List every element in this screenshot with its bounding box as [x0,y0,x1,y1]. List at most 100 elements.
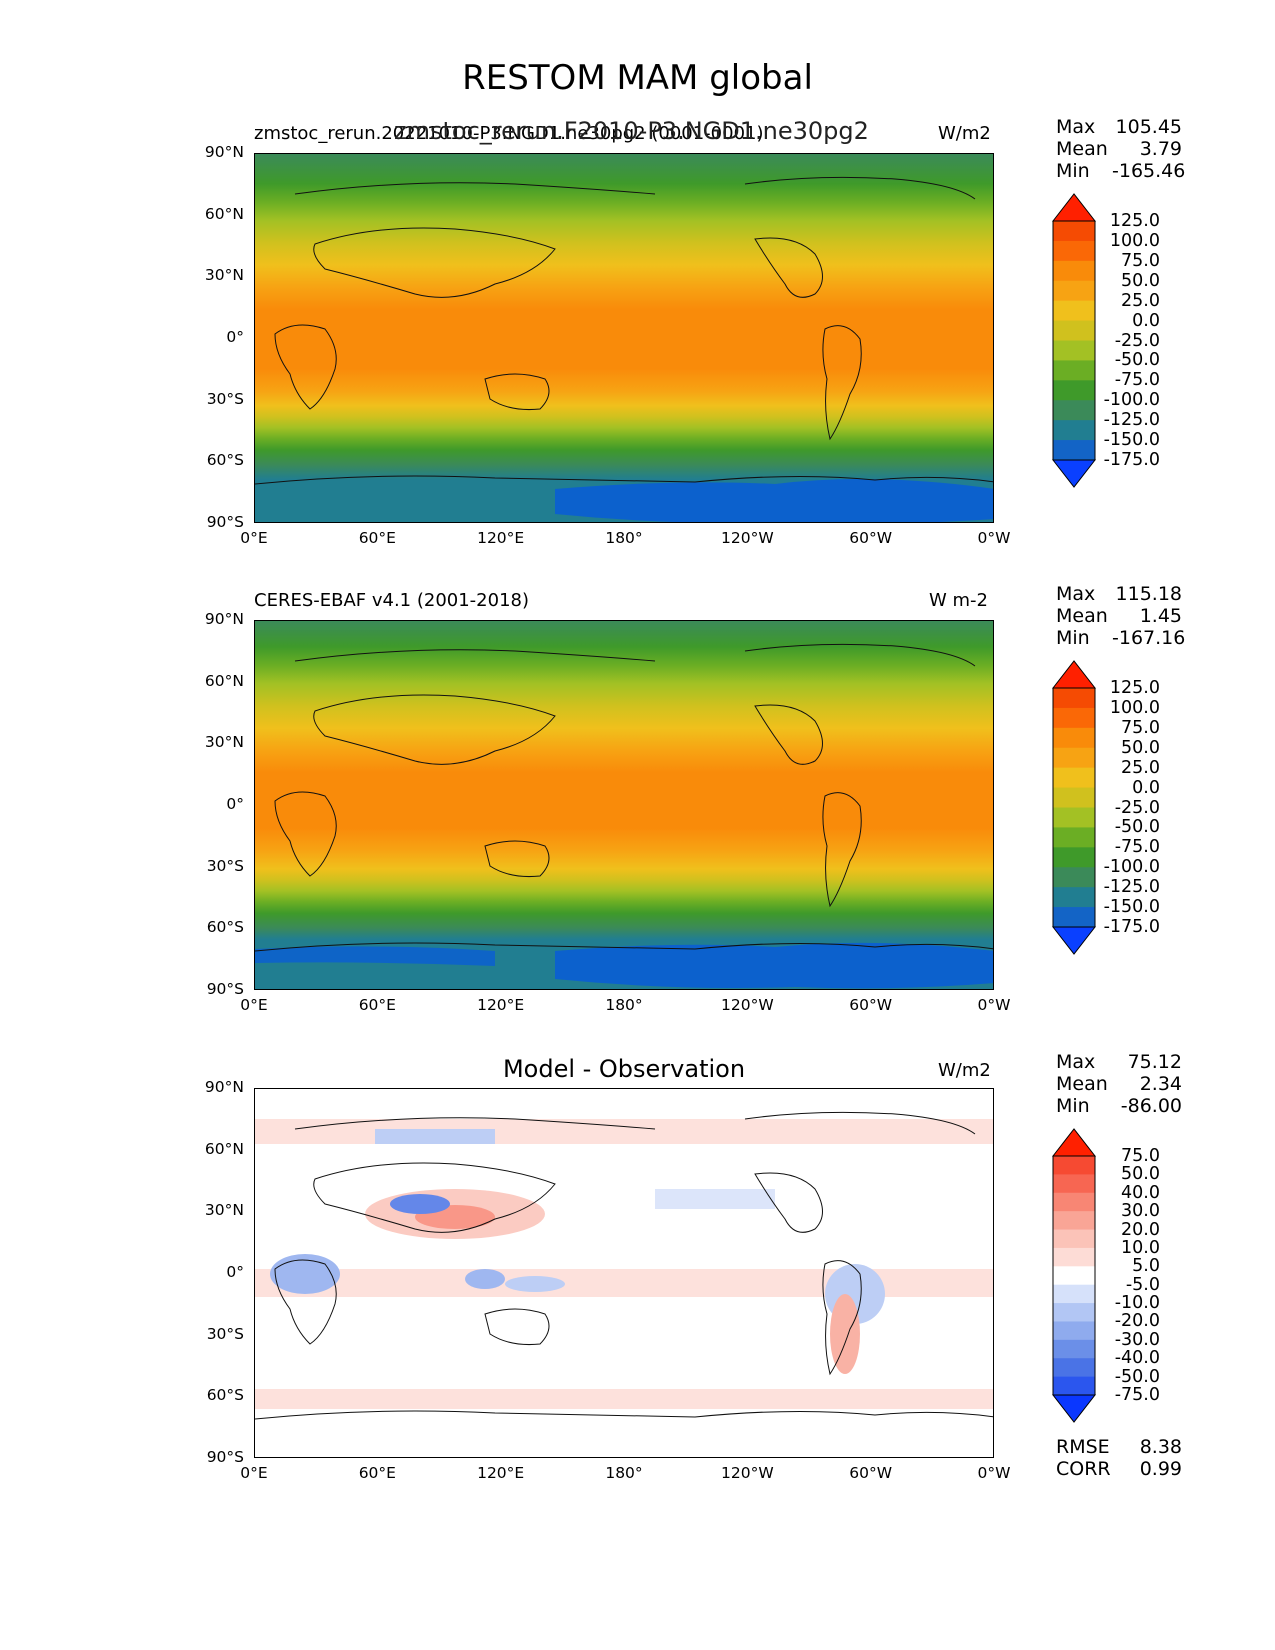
lon-tick-label: 180° [605,1464,643,1482]
colorbar-tick-label: 0.0 [1132,310,1160,331]
colorbar-tick-label: 50.0 [1121,270,1160,291]
panel-2-max-label: Max [1056,583,1096,605]
coastlines [255,1111,993,1420]
colorbar-tick-label: -30.0 [1114,1329,1160,1350]
colorbar-segment [1053,688,1095,709]
lon-tick-label: 60°E [358,529,396,547]
panel-2-mean-label: Mean [1056,605,1108,627]
colorbar-frame [1052,687,1096,928]
lat-tick-label: 30°S [206,389,244,408]
lat-tick-label: 60°S [206,918,244,937]
colorbar-segment [1053,727,1095,749]
colorbar-segment [1053,340,1095,361]
colorbar-segment [1053,400,1095,421]
colorbar-segment [1053,1211,1095,1231]
coastlines [255,176,993,485]
colorbar-tick-label: -125.0 [1103,877,1160,898]
lat-tick-label: 30°S [206,856,244,875]
colorbar-segment [1053,440,1095,461]
panel-1-map [254,153,994,523]
colorbar-segment [1053,887,1095,908]
colorbar-tick-label: 75.0 [1121,717,1160,738]
panel-1-heatmap [255,154,993,522]
panel-3-mean-value: 2.34 [1139,1073,1182,1095]
lat-tick-label: 60°S [206,1386,244,1405]
colorbar-segment [1053,1358,1095,1378]
colorbar-segment [1053,280,1095,302]
lon-tick-label: 0°W [977,529,1011,547]
colorbar-segment [1053,1303,1095,1322]
colorbar-tick-label: 125.0 [1109,211,1160,231]
colorbar-segment [1053,1284,1095,1304]
colorbar-segment [1053,827,1095,848]
colorbar-tick-label: -150.0 [1103,897,1160,918]
lat-tick-label: 30°S [206,1324,244,1343]
colorbar-tick-label: -50.0 [1114,1366,1160,1387]
colorbar-tick-label: -150.0 [1103,430,1160,451]
colorbar-tick-label: -125.0 [1103,410,1160,431]
colorbar-tick-label: 25.0 [1121,757,1160,778]
colorbar-tick-label: 125.0 [1109,678,1160,698]
panel-1-min-label: Min [1056,160,1090,182]
panel-1-mean-value: 3.79 [1139,138,1182,160]
lat-tick-label: 0° [226,795,244,813]
lon-tick-label: 0°E [240,996,268,1014]
lat-tick-label: 60°N [204,671,244,690]
panel-1-max-value: 105.45 [1115,116,1182,138]
lon-tick-label: 0°W [977,996,1011,1014]
colorbar-tick-label: 50.0 [1121,1164,1160,1185]
colorbar-frame [1052,220,1096,461]
colorbar-tick-label: -50.0 [1114,817,1160,838]
panel-2-units: W m-2 [929,590,989,611]
colorbar-tick-label: -175.0 [1103,450,1160,470]
lon-tick-label: 120°E [477,996,525,1014]
colorbar-tick-label: 50.0 [1121,737,1160,758]
panel-3-corr-value: 0.99 [1139,1458,1182,1480]
colorbar-tick-label: -20.0 [1114,1311,1160,1332]
lat-tick-label: 60°N [204,204,244,223]
colorbar-segment [1053,221,1095,242]
panel-3-max-label: Max [1056,1051,1096,1073]
colorbar-segment [1053,847,1095,868]
colorbar-tick-label: -50.0 [1114,350,1160,371]
panel-3-rmse-value: 8.38 [1139,1436,1182,1458]
panel-1-colorbar [1052,193,1096,488]
panel-1-mean-label: Mean [1056,138,1108,160]
lon-tick-label: 120°W [720,529,774,547]
panel-1-units: W/m2 [938,123,991,144]
lat-tick-label: 90°S [206,1448,244,1466]
colorbar-segment [1053,1174,1095,1194]
panel-3-mean-label: Mean [1056,1073,1108,1095]
colorbar-tick-label: -100.0 [1103,390,1160,411]
panel-3-units: W/m2 [938,1060,991,1081]
colorbar-tick-label: -40.0 [1114,1348,1160,1369]
lon-tick-label: 60°E [358,1464,396,1482]
panel-1-max-label: Max [1056,116,1096,138]
colorbar-tick-label: 0.0 [1132,777,1160,798]
panel-3-rmse-label: RMSE [1056,1436,1110,1458]
lat-tick-label: 60°N [204,1139,244,1158]
lon-tick-label: 0°W [977,1464,1011,1482]
lat-tick-label: 90°S [206,980,244,998]
panel-2-min-label: Min [1056,627,1090,649]
figure-title: RESTOM MAM global [462,58,813,98]
panel-2-left-title: CERES-EBAF v4.1 (2001-2018) [254,590,530,611]
panel-2-heatmap [255,621,993,989]
colorbar-tick-label: -75.0 [1114,370,1160,391]
colorbar-tick-label: 25.0 [1121,290,1160,311]
colorbar-segment [1053,767,1095,789]
lat-tick-label: 30°N [204,733,244,752]
lat-tick-label: 90°N [204,610,244,628]
panel-3-map [254,1088,994,1458]
lon-tick-label: 120°E [477,1464,525,1482]
lat-tick-label: 0° [226,1263,244,1281]
lon-tick-label: 120°E [477,529,525,547]
panel-3-center-title: Model - Observation [502,1055,746,1083]
panel-1-left-title: zmstoc_rerun.20221010-P3.NGD1.ne30pg2 (0… [254,123,764,144]
colorbar-frame [1052,1155,1096,1396]
colorbar-segment [1053,1376,1095,1396]
colorbar-tick-label: 75.0 [1121,1146,1160,1166]
lon-tick-label: 60°W [849,1464,893,1482]
lon-tick-label: 0°E [240,1464,268,1482]
colorbar-tick-label: -75.0 [1114,837,1160,858]
